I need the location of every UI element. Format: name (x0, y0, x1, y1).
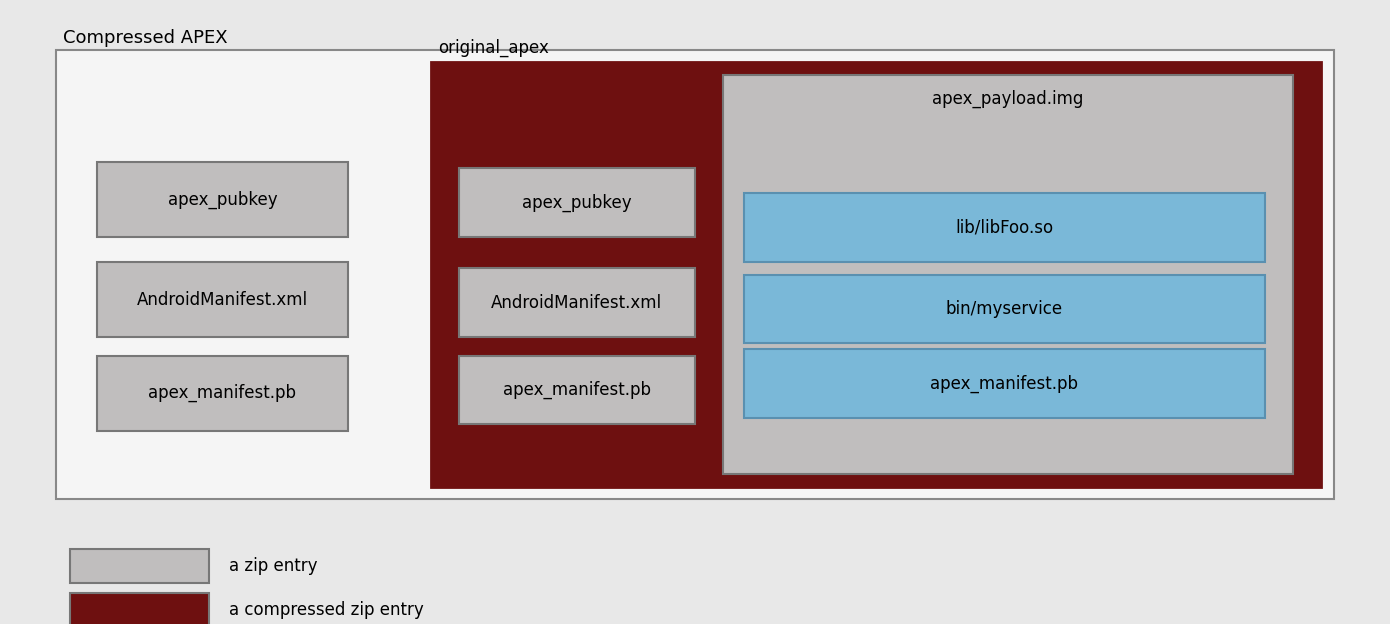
Text: AndroidManifest.xml: AndroidManifest.xml (136, 291, 309, 308)
Bar (459, 268, 695, 337)
Bar (459, 168, 695, 237)
Bar (723, 75, 1293, 474)
Text: original_apex: original_apex (438, 39, 549, 57)
Bar (431, 62, 1320, 487)
Bar (70, 549, 208, 583)
Text: lib/libFoo.so: lib/libFoo.so (955, 219, 1054, 236)
Text: a compressed zip entry: a compressed zip entry (229, 601, 424, 619)
Bar (744, 349, 1265, 418)
Bar (744, 193, 1265, 262)
Bar (459, 356, 695, 424)
Bar (97, 162, 348, 237)
Text: Compressed APEX: Compressed APEX (63, 29, 227, 47)
Text: AndroidManifest.xml: AndroidManifest.xml (491, 294, 663, 311)
Text: apex_manifest.pb: apex_manifest.pb (930, 374, 1079, 393)
Bar (97, 262, 348, 337)
Text: apex_payload.img: apex_payload.img (933, 89, 1083, 108)
Text: bin/myservice: bin/myservice (945, 300, 1063, 318)
Text: a zip entry: a zip entry (229, 557, 318, 575)
Bar (97, 356, 348, 431)
Bar (56, 50, 1334, 499)
Bar (744, 275, 1265, 343)
Text: apex_manifest.pb: apex_manifest.pb (503, 381, 651, 399)
Text: apex_manifest.pb: apex_manifest.pb (149, 384, 296, 402)
Bar (70, 593, 208, 624)
Text: apex_pubkey: apex_pubkey (523, 193, 631, 212)
Text: apex_pubkey: apex_pubkey (168, 190, 277, 209)
